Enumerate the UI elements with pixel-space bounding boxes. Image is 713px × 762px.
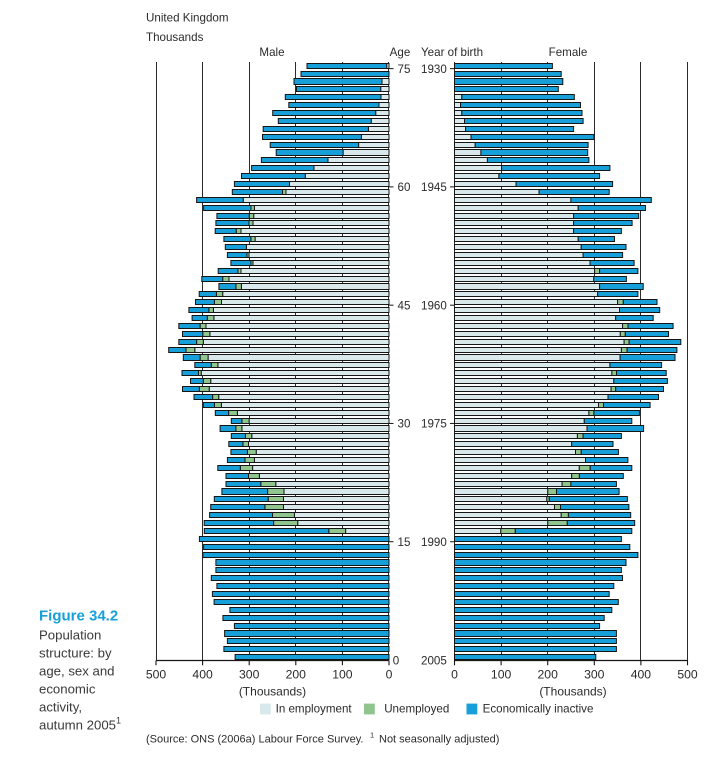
svg-text:age, sex and: age, sex and bbox=[39, 664, 115, 679]
svg-text:(Thousands): (Thousands) bbox=[539, 685, 606, 699]
svg-text:Figure 34.2: Figure 34.2 bbox=[39, 608, 118, 625]
svg-text:Economically inactive: Economically inactive bbox=[483, 702, 594, 715]
svg-text:0: 0 bbox=[386, 668, 393, 682]
svg-text:In employment: In employment bbox=[276, 702, 353, 715]
svg-text:Unemployed: Unemployed bbox=[384, 702, 449, 715]
svg-text:2005: 2005 bbox=[421, 655, 447, 668]
svg-text:autumn 2005: autumn 2005 bbox=[39, 718, 116, 733]
svg-text:300: 300 bbox=[239, 668, 260, 682]
svg-text:0: 0 bbox=[451, 668, 458, 682]
svg-text:Population: Population bbox=[39, 628, 101, 643]
svg-text:Female: Female bbox=[549, 46, 588, 59]
svg-text:500: 500 bbox=[146, 668, 167, 682]
svg-text:300: 300 bbox=[584, 668, 605, 682]
svg-text:60: 60 bbox=[398, 181, 411, 194]
svg-text:1945: 1945 bbox=[421, 181, 447, 194]
svg-text:structure: by: structure: by bbox=[39, 646, 112, 661]
svg-text:activity,: activity, bbox=[39, 700, 82, 715]
svg-text:400: 400 bbox=[631, 668, 652, 682]
svg-text:(Source: ONS (2006a) Labour Fo: (Source: ONS (2006a) Labour Force Survey… bbox=[146, 734, 363, 746]
svg-text:100: 100 bbox=[491, 668, 512, 682]
svg-text:100: 100 bbox=[332, 668, 353, 682]
svg-text:1930: 1930 bbox=[421, 63, 447, 76]
svg-text:45: 45 bbox=[398, 299, 411, 312]
svg-text:Age: Age bbox=[390, 46, 411, 59]
svg-text:15: 15 bbox=[398, 536, 411, 549]
svg-text:Not seasonally adjusted): Not seasonally adjusted) bbox=[379, 734, 499, 746]
svg-text:500: 500 bbox=[677, 668, 698, 682]
svg-text:200: 200 bbox=[538, 668, 559, 682]
svg-text:400: 400 bbox=[192, 668, 213, 682]
svg-text:United Kingdom: United Kingdom bbox=[146, 12, 229, 25]
svg-text:1975: 1975 bbox=[421, 418, 447, 431]
svg-text:0: 0 bbox=[393, 655, 399, 668]
svg-text:1: 1 bbox=[370, 731, 374, 740]
svg-text:Male: Male bbox=[259, 46, 284, 59]
svg-text:75: 75 bbox=[398, 63, 411, 76]
svg-text:1960: 1960 bbox=[421, 299, 447, 312]
svg-text:30: 30 bbox=[398, 418, 411, 431]
svg-text:Thousands: Thousands bbox=[146, 31, 204, 44]
svg-text:(Thousands): (Thousands) bbox=[239, 685, 306, 699]
svg-text:1: 1 bbox=[116, 716, 121, 726]
svg-text:1990: 1990 bbox=[421, 536, 447, 549]
svg-text:economic: economic bbox=[39, 682, 96, 697]
svg-text:Year of birth: Year of birth bbox=[421, 46, 483, 59]
svg-text:200: 200 bbox=[286, 668, 307, 682]
